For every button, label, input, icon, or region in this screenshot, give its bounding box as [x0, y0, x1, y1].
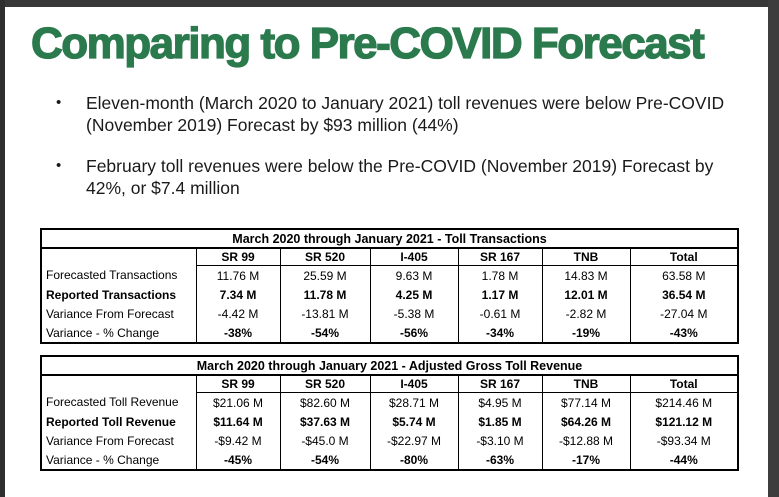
table-cell: -43% — [629, 323, 739, 343]
table-cell: 9.63 M — [369, 265, 458, 285]
table-row: Variance - % Change -45% -54% -80% -63% -17% -… — [41, 450, 739, 470]
row-label: Reported Toll Revenue — [46, 414, 176, 429]
table-cell: -80% — [369, 450, 458, 470]
bullet-dot: • — [56, 157, 62, 174]
table-cell: $64.26 M — [541, 412, 630, 431]
table-cell: -$22.97 M — [369, 431, 458, 450]
table-row: Variance From Forecast -4.42 M -13.81 M -5.… — [41, 304, 739, 323]
table-cell: -38% — [195, 323, 280, 343]
table-row: Reported Toll Revenue $11.64 M $37.63 M $5.… — [41, 412, 739, 431]
table-cell: -54% — [279, 323, 370, 343]
table-cell: $11.64 M — [195, 412, 280, 431]
table-row: Forecasted Toll Revenue $21.06 M $82.60 M $… — [41, 392, 739, 412]
window-frame-right — [768, 0, 779, 497]
column-header: Total — [629, 248, 739, 266]
table-cell: -17% — [541, 450, 630, 470]
table-cell: -54% — [279, 450, 370, 470]
table-cell: $28.71 M — [369, 392, 458, 412]
column-header: I-405 — [369, 248, 458, 266]
column-header: SR 520 — [279, 248, 370, 266]
slide-title: Comparing to Pre-COVID Forecast — [30, 19, 705, 68]
table-cell: $37.63 M — [279, 412, 370, 431]
bullet-item: • Eleven-month (March 2020 to January 20… — [50, 92, 740, 136]
table-title: March 2020 through January 2021 - Toll T… — [41, 229, 739, 249]
table-cell: -27.04 M — [629, 304, 739, 323]
column-header: I-405 — [369, 375, 458, 393]
table-cell: 11.78 M — [279, 285, 370, 304]
table-row: Variance From Forecast -$9.42 M -$45.0 M -$… — [41, 431, 739, 450]
tables-area: March 2020 through January 2021 - Toll T… — [40, 228, 740, 482]
row-label: Variance - % Change — [46, 452, 160, 467]
column-header: SR 167 — [457, 248, 542, 266]
table-row: Variance - % Change -38% -54% -56% -34% -19% -… — [41, 323, 739, 343]
row-label: Forecasted Toll Revenue — [46, 395, 179, 410]
table-cell: -0.61 M — [457, 304, 542, 323]
bullet-text: Eleven-month (March 2020 to January 2021… — [86, 93, 725, 135]
window-frame-top — [0, 0, 779, 7]
bullet-item: • February toll revenues were below the … — [50, 155, 740, 199]
table-cell: -$93.34 M — [629, 431, 739, 450]
table-cell: -63% — [457, 450, 542, 470]
table-cell: -13.81 M — [279, 304, 370, 323]
table-cell: $77.14 M — [541, 392, 630, 412]
table-cell: -$3.10 M — [457, 431, 542, 450]
table-header-row: SR 99 SR 520 I-405 SR 167 TNB Total — [41, 248, 739, 266]
table-cell: -45% — [195, 450, 280, 470]
table-cell: -5.38 M — [369, 304, 458, 323]
table-cell: -2.82 M — [541, 304, 630, 323]
table-cell: $5.74 M — [369, 412, 458, 431]
column-header: TNB — [541, 375, 630, 393]
table-cell: -56% — [369, 323, 458, 343]
table-header-row: SR 99 SR 520 I-405 SR 167 TNB Total — [41, 375, 739, 393]
row-label: Variance - % Change — [46, 325, 160, 340]
row-label: Variance From Forecast — [46, 433, 174, 448]
table-cell: 63.58 M — [629, 265, 739, 285]
bullet-list: • Eleven-month (March 2020 to January 20… — [50, 92, 740, 218]
table-cell: $214.46 M — [629, 392, 739, 412]
table-cell: $21.06 M — [195, 392, 280, 412]
table-cell: -$12.88 M — [541, 431, 630, 450]
column-header: Total — [629, 375, 739, 393]
table-corner-cell — [41, 375, 196, 393]
table-cell: $4.95 M — [457, 392, 542, 412]
table-cell: -19% — [541, 323, 630, 343]
table-cell: 1.78 M — [457, 265, 542, 285]
bullet-text: February toll revenues were below the Pr… — [86, 156, 714, 198]
column-header: SR 99 — [195, 248, 280, 266]
table-cell: $82.60 M — [279, 392, 370, 412]
table-cell: 7.34 M — [195, 285, 280, 304]
column-header: SR 520 — [279, 375, 370, 393]
column-header: TNB — [541, 248, 630, 266]
row-label: Variance From Forecast — [46, 306, 174, 321]
table-title: March 2020 through January 2021 - Adjust… — [41, 356, 739, 376]
table-cell: 36.54 M — [629, 285, 739, 304]
table-cell: 4.25 M — [369, 285, 458, 304]
row-label: Reported Transactions — [46, 287, 177, 302]
table-row: Reported Transactions 7.34 M 11.78 M 4.25 M… — [41, 285, 739, 304]
table-cell: 1.17 M — [457, 285, 542, 304]
table-cell: 11.76 M — [195, 265, 280, 285]
table-cell: -34% — [457, 323, 542, 343]
table-cell: $121.12 M — [629, 412, 739, 431]
bullet-dot: • — [56, 94, 62, 111]
table-cell: 12.01 M — [541, 285, 630, 304]
adjusted-gross-toll-revenue-table: March 2020 through January 2021 - Adjust… — [40, 355, 740, 471]
table-cell: -$9.42 M — [195, 431, 280, 450]
table-cell: -$45.0 M — [279, 431, 370, 450]
window-frame-left — [0, 0, 5, 497]
table-title-row: March 2020 through January 2021 - Adjust… — [41, 356, 739, 376]
table-row: Forecasted Transactions 11.76 M 25.59 M 9.6… — [41, 265, 739, 285]
table-corner-cell — [41, 248, 196, 266]
table-cell: -44% — [629, 450, 739, 470]
row-label: Forecasted Transactions — [46, 268, 178, 283]
column-header: SR 167 — [457, 375, 542, 393]
table-cell: 25.59 M — [279, 265, 370, 285]
table-cell: 14.83 M — [541, 265, 630, 285]
toll-transactions-table: March 2020 through January 2021 - Toll T… — [40, 228, 740, 344]
table-cell: $1.85 M — [457, 412, 542, 431]
column-header: SR 99 — [195, 375, 280, 393]
table-title-row: March 2020 through January 2021 - Toll T… — [41, 229, 739, 249]
table-cell: -4.42 M — [195, 304, 280, 323]
